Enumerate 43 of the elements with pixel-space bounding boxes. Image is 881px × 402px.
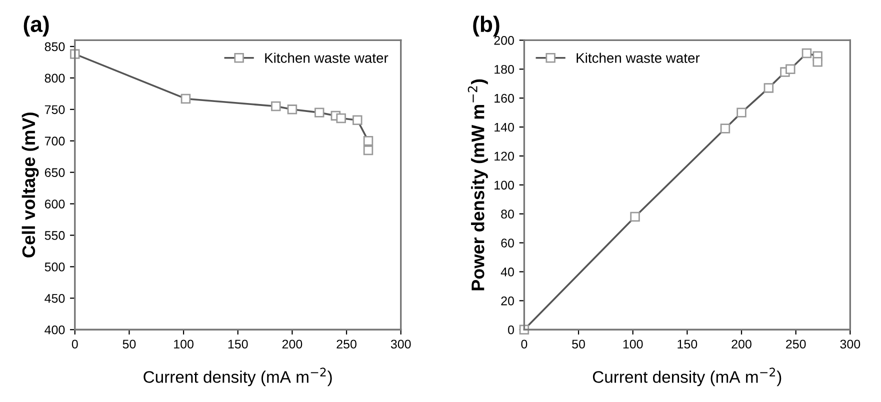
x-tick-label: 50 bbox=[572, 340, 585, 349]
y-tick-label: 20 bbox=[501, 296, 514, 306]
legend-label: Kitchen waste water bbox=[265, 52, 388, 63]
y-tick-label: 700 bbox=[44, 136, 65, 146]
x-tick-label: 250 bbox=[786, 340, 806, 349]
y-tick-label: 180 bbox=[494, 64, 514, 74]
y-tick-label: 40 bbox=[500, 268, 514, 276]
x-tick-label: 0 bbox=[521, 340, 528, 349]
y-tick-label: 850 bbox=[44, 42, 65, 52]
x-tick-label: 100 bbox=[623, 340, 643, 349]
y-tick-label: 550 bbox=[44, 231, 65, 240]
y-tick-label: 160 bbox=[494, 94, 514, 103]
x-tick-label: 200 bbox=[732, 340, 752, 349]
y-axis-title: Cell voltage (mV) bbox=[22, 112, 39, 258]
y-tick-label: 450 bbox=[44, 294, 65, 303]
x-tick-label: 150 bbox=[678, 340, 698, 349]
x-tick-label: 300 bbox=[390, 340, 411, 349]
y-tick-label: 0 bbox=[508, 325, 514, 334]
x-tick-label: 100 bbox=[174, 340, 194, 349]
x-tick-label: 300 bbox=[840, 340, 860, 349]
chart-title: (a) bbox=[24, 16, 49, 36]
y-tick-label: 400 bbox=[44, 325, 65, 334]
x-tick-label: 200 bbox=[282, 340, 302, 349]
y-tick-label: 60 bbox=[501, 238, 514, 248]
y-tick-label: 140 bbox=[494, 122, 514, 132]
y-tick-label: 80 bbox=[501, 210, 514, 219]
y-tick-label: 600 bbox=[44, 200, 65, 208]
y-tick-label: 650 bbox=[44, 168, 65, 177]
y-tick-label: 200 bbox=[494, 36, 514, 45]
x-axis-title: Current density (mA m$^{−2}$) bbox=[592, 368, 782, 386]
y-tick-label: 750 bbox=[44, 105, 65, 114]
y-tick-label: 100 bbox=[494, 180, 514, 190]
legend-label: Kitchen waste water bbox=[576, 52, 700, 63]
x-tick-label: 0 bbox=[72, 340, 78, 349]
x-tick-label: 250 bbox=[336, 340, 356, 349]
y-tick-label: 800 bbox=[44, 74, 65, 83]
chart-title: (b) bbox=[473, 16, 500, 36]
x-axis-title: Current density (mA m$^{−2}$) bbox=[144, 368, 332, 386]
x-tick-label: 50 bbox=[122, 340, 136, 349]
x-tick-label: 150 bbox=[228, 340, 248, 349]
y-axis-title: Power density (mW m$^{−2}$) bbox=[468, 79, 488, 290]
y-tick-label: 500 bbox=[44, 262, 65, 272]
y-tick-label: 120 bbox=[494, 152, 514, 161]
